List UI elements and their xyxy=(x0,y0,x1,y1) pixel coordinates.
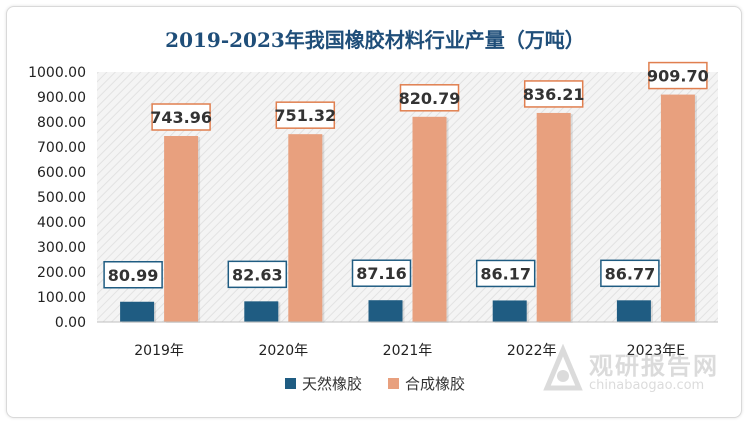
data-label-box xyxy=(523,80,584,108)
bar xyxy=(492,300,527,322)
watermark-name: 观研报告网 xyxy=(589,352,719,380)
y-tick-label: 200.00 xyxy=(37,265,86,281)
bar xyxy=(288,134,323,322)
data-label: 86.77 xyxy=(605,264,656,283)
data-label-box xyxy=(475,259,536,288)
y-tick-label: 900.00 xyxy=(37,90,86,106)
data-label: 80.99 xyxy=(108,266,159,285)
legend-swatch-synthetic-rubber xyxy=(388,378,399,389)
data-label: 87.16 xyxy=(356,264,407,283)
legend-label-synthetic-rubber: 合成橡胶 xyxy=(405,375,466,393)
bar xyxy=(120,301,155,322)
bar xyxy=(368,300,403,322)
x-tick-label: 2023年E xyxy=(627,343,685,359)
bar xyxy=(536,112,571,322)
legend-swatch-natural-rubber xyxy=(284,378,296,389)
legend-item-natural-rubber: 天然橡胶 xyxy=(284,373,362,394)
data-label: 820.79 xyxy=(399,89,461,108)
data-label: 86.17 xyxy=(480,264,531,283)
y-tick-label: 300.00 xyxy=(37,240,86,256)
y-tick-label: 800.00 xyxy=(37,115,86,131)
y-tick-label: 400.00 xyxy=(37,215,86,231)
data-label-box xyxy=(351,259,412,287)
data-label-box xyxy=(275,101,336,129)
x-tick-label: 2021年 xyxy=(383,343,433,359)
chart-title: 2019-2023年我国橡胶材料行业产量（万吨） xyxy=(165,28,585,52)
data-label-box xyxy=(103,261,163,289)
legend-item-synthetic-rubber: 合成橡胶 xyxy=(388,373,465,394)
data-label-box xyxy=(600,259,660,288)
y-tick-label: 0.00 xyxy=(55,315,86,331)
x-tick-label: 2020年 xyxy=(258,343,308,359)
data-label: 743.96 xyxy=(150,108,212,127)
data-label: 836.21 xyxy=(523,85,585,104)
data-label: 751.32 xyxy=(274,106,336,125)
watermark: 观研报告网 chinabaogao.com xyxy=(533,340,733,410)
y-tick-label: 700.00 xyxy=(37,140,86,156)
data-label-box xyxy=(648,61,708,90)
watermark-url: chinabaogao.com xyxy=(589,378,705,393)
bar xyxy=(616,300,651,322)
bar xyxy=(660,94,695,322)
x-tick-label: 2019年 xyxy=(134,343,184,359)
y-tick-label: 500.00 xyxy=(37,190,86,206)
data-label-box xyxy=(227,260,288,289)
watermark-logo-icon xyxy=(543,344,583,391)
data-label-box xyxy=(399,84,460,112)
y-tick-label: 1000.00 xyxy=(28,65,86,81)
bar xyxy=(412,116,447,323)
data-label: 82.63 xyxy=(232,265,283,284)
chart-legend: 天然橡胶 合成橡胶 xyxy=(0,373,750,394)
bar xyxy=(244,301,279,322)
bar xyxy=(164,136,199,322)
legend-label-natural-rubber: 天然橡胶 xyxy=(301,375,362,393)
data-label: 909.70 xyxy=(647,67,709,86)
y-tick-label: 600.00 xyxy=(37,165,86,181)
y-tick-label: 100.00 xyxy=(37,290,86,306)
data-label-box xyxy=(151,103,211,131)
x-tick-label: 2022年 xyxy=(507,343,557,359)
